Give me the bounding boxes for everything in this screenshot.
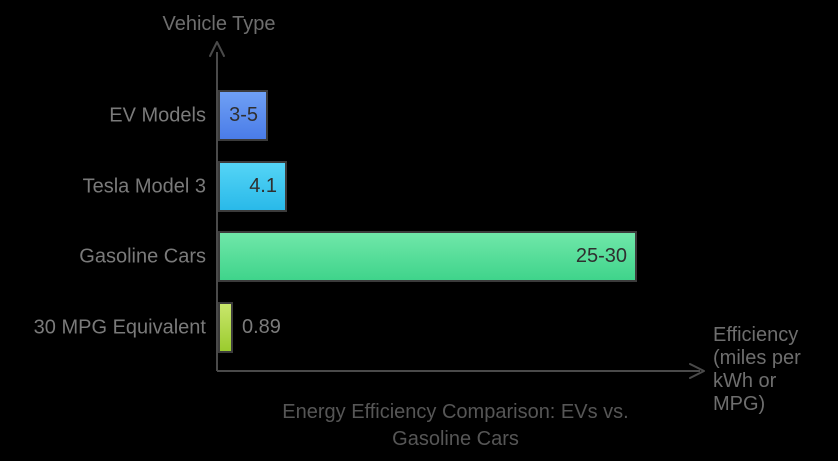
bar-gasoline-cars: 25-30 [218, 231, 637, 282]
x-axis-arrow-icon [689, 363, 705, 379]
category-label-30-mpg-equivalent: 30 MPG Equivalent [33, 316, 206, 338]
bar-value-label: 3-5 [229, 104, 258, 126]
bar-tesla-model-3: 4.1 [218, 161, 287, 212]
y-axis-arrow-icon [209, 41, 225, 57]
x-axis-title: Efficiency (miles per kWh or MPG) [713, 324, 801, 415]
chart-title: Energy Efficiency Comparison: EVs vs. Ga… [282, 401, 629, 450]
bar-value-label: 4.1 [249, 175, 277, 197]
bar-value-label: 25-30 [575, 245, 627, 267]
y-axis-title: Vehicle Type [162, 13, 276, 35]
bar-value-label: 0.89 [242, 316, 281, 338]
bar-ev-models: 3-5 [218, 90, 268, 141]
bar-30-mpg-equivalent: 0.89 [218, 302, 281, 353]
category-label-tesla-model-3: Tesla Model 3 [82, 175, 206, 197]
category-label-gasoline-cars: Gasoline Cars [79, 245, 206, 267]
category-label-ev-models: EV Models [109, 104, 206, 126]
